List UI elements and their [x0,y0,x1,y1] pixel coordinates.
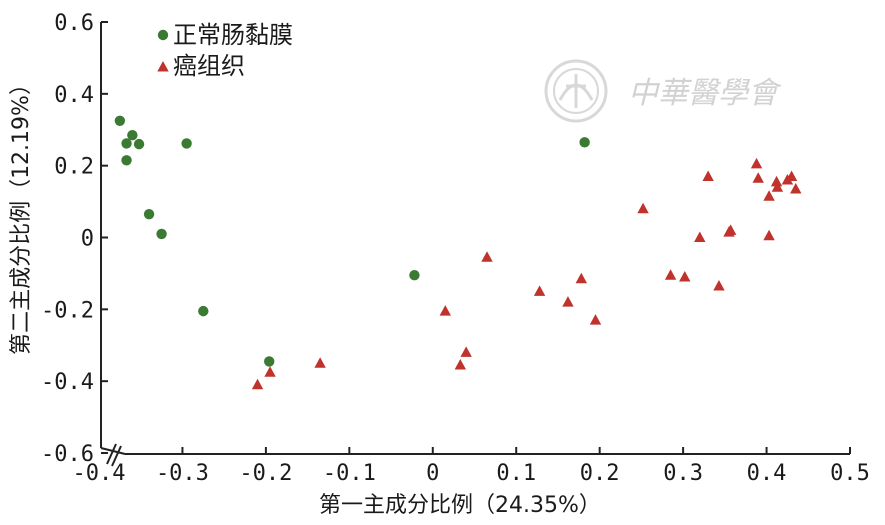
x-tick-label: 0.2 [580,461,620,486]
legend-label-normal-mucosa: 正常肠黏膜 [173,21,293,49]
cancer-tissue-point [439,305,451,316]
watermark-seal-icon [544,59,608,123]
y-tick-label: 0.2 [54,155,94,180]
x-tick-label: 0.3 [663,461,703,486]
cancer-tissue-point [575,272,588,284]
data-points [114,115,802,390]
legend: 正常肠黏膜 癌组织 [157,21,293,80]
cancer-tissue-point [750,157,763,169]
normal-mucosa-point [121,138,132,149]
cancer-tissue-point [533,285,546,296]
cancer-tissue-point [771,181,784,192]
x-tick-label: -0.4 [73,461,126,486]
y-tick-label: -0.2 [41,298,94,323]
x-tick-label: -0.3 [156,461,209,486]
axis-break-icon [100,443,126,467]
y-axis-title: 第二主成分比例（12.19%） [9,73,34,355]
x-tick-label: -0.1 [323,461,376,486]
y-ticks: -0.6 -0.4 -0.2 0 0.2 0.4 0.6 [41,11,108,467]
legend-circle-marker [157,29,169,41]
y-tick-label: 0.6 [54,11,94,36]
cancer-tissue-point [679,271,691,282]
legend-marker-normal-mucosa [157,29,169,41]
normal-mucosa-point [579,137,590,148]
legend-marker-cancer-tissue [157,61,169,72]
x-tick-label: 0.1 [496,461,536,486]
normal-mucosa-point [198,305,209,317]
normal-mucosa-point [121,155,132,166]
cancer-tissue-point [752,172,764,183]
cancer-tissue-point [562,296,574,307]
x-tick-label: 0 [426,461,439,486]
watermark: 中華醫學會 [544,59,782,123]
normal-mucosa-point [409,270,420,281]
cancer-tissue-point [713,279,725,291]
legend-triangle-marker [157,61,169,72]
normal-mucosa-point [181,138,192,149]
legend-label-cancer-tissue: 癌组织 [173,52,245,80]
cancer-tissue-point [264,366,276,377]
normal-mucosa-point [156,228,167,240]
normal-mucosa-point [127,129,138,141]
cancer-tissue-point [314,357,326,368]
normal-mucosa-point [133,138,145,150]
y-tick-label: 0 [81,227,94,252]
cancer-tissue-point [770,175,783,187]
watermark-text: 中華醫學會 [628,76,782,111]
normal-mucosa-point [264,356,275,367]
normal-mucosa-point [143,208,155,220]
y-tick-label: -0.6 [41,442,94,467]
cancer-tissue-point [589,314,602,325]
cancer-tissue-point [637,202,649,214]
cancer-tissue-point [664,269,677,280]
y-tick-label: -0.4 [41,370,94,395]
cancer-tissue-point [702,170,714,181]
x-tick-label: -0.2 [239,461,292,486]
y-tick-label: 0.4 [54,83,94,108]
cancer-tissue-point [454,359,467,370]
cancer-tissue-point [694,231,706,242]
cancer-tissue-point [763,229,775,241]
x-tick-label: 0.5 [830,461,870,486]
cancer-tissue-point [460,346,472,357]
cancer-tissue-point [763,190,775,201]
x-ticks: -0.4 -0.3 -0.2 -0.1 0 0.1 0.2 0.3 0.4 0.5 [73,447,870,486]
cancer-tissue-point [790,183,802,194]
normal-mucosa-point [114,115,126,126]
x-tick-label: 0.4 [747,461,787,486]
cancer-tissue-point [251,378,264,390]
cancer-tissue-point [481,251,493,262]
cancer-tissue-point [724,224,737,235]
x-axis-title: 第一主成分比例（24.35%） [319,493,601,518]
cancer-tissue-point [785,170,798,181]
axes [100,22,850,467]
